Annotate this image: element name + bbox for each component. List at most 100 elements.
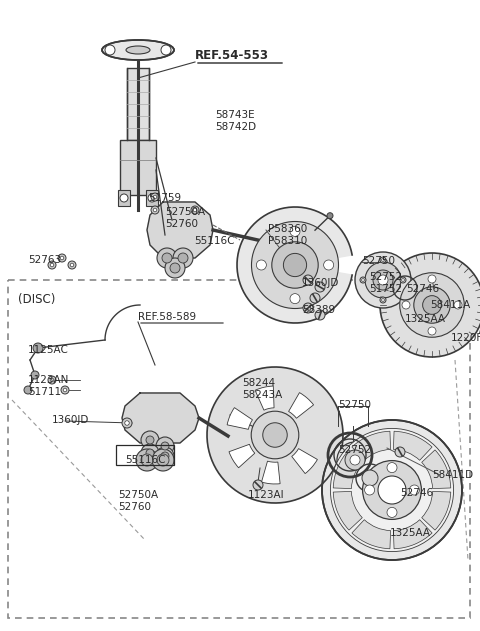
Circle shape: [382, 298, 384, 302]
Circle shape: [272, 242, 318, 288]
Circle shape: [31, 371, 39, 379]
Circle shape: [428, 327, 436, 335]
Circle shape: [253, 480, 263, 490]
Circle shape: [365, 485, 374, 495]
Text: 55116C: 55116C: [194, 236, 235, 246]
Circle shape: [153, 208, 157, 212]
Circle shape: [58, 254, 66, 262]
Circle shape: [376, 492, 388, 504]
Circle shape: [330, 428, 454, 551]
Circle shape: [151, 193, 159, 201]
Circle shape: [61, 386, 69, 394]
Circle shape: [290, 227, 300, 237]
Circle shape: [105, 45, 115, 55]
Circle shape: [173, 248, 193, 268]
Text: 1123AI: 1123AI: [248, 490, 285, 500]
Circle shape: [50, 378, 54, 382]
Text: 1123AN
51711: 1123AN 51711: [28, 375, 70, 397]
Circle shape: [251, 411, 299, 459]
Circle shape: [148, 194, 156, 202]
Circle shape: [141, 454, 153, 466]
Text: 1125AC: 1125AC: [28, 345, 69, 355]
Circle shape: [157, 248, 177, 268]
Bar: [118, 190, 130, 206]
Circle shape: [337, 442, 373, 478]
Wedge shape: [422, 450, 451, 488]
Circle shape: [380, 253, 480, 357]
Text: 1325AA: 1325AA: [405, 314, 446, 324]
Circle shape: [157, 454, 169, 466]
Text: 52750: 52750: [362, 256, 395, 266]
Circle shape: [256, 260, 266, 270]
Circle shape: [387, 507, 397, 517]
Circle shape: [360, 277, 366, 283]
Circle shape: [136, 449, 158, 471]
Polygon shape: [207, 367, 343, 503]
Circle shape: [165, 258, 185, 278]
Polygon shape: [122, 393, 199, 443]
Text: 52750: 52750: [338, 400, 371, 410]
Circle shape: [146, 436, 154, 444]
Circle shape: [387, 463, 397, 473]
Circle shape: [60, 256, 64, 260]
Circle shape: [402, 279, 404, 281]
Text: 58743E
58742D: 58743E 58742D: [215, 110, 256, 132]
Circle shape: [355, 252, 411, 308]
Bar: [127, 68, 149, 140]
Wedge shape: [394, 520, 432, 549]
Text: 58389: 58389: [302, 305, 335, 315]
Circle shape: [48, 261, 56, 269]
Circle shape: [409, 485, 420, 495]
Circle shape: [345, 450, 365, 470]
Circle shape: [70, 263, 74, 267]
Circle shape: [290, 293, 300, 304]
Ellipse shape: [126, 46, 150, 54]
Wedge shape: [288, 392, 313, 418]
Circle shape: [283, 254, 307, 276]
Text: 1325AA: 1325AA: [390, 528, 431, 538]
Circle shape: [122, 418, 132, 428]
Circle shape: [315, 282, 325, 292]
Text: 52750A
52760: 52750A 52760: [118, 490, 158, 512]
Circle shape: [362, 470, 378, 486]
Circle shape: [161, 45, 171, 55]
Circle shape: [402, 301, 410, 309]
Circle shape: [68, 261, 76, 269]
Circle shape: [378, 275, 388, 285]
Text: 52750A
52760: 52750A 52760: [165, 207, 205, 228]
Circle shape: [322, 420, 462, 560]
Text: 52746: 52746: [400, 488, 433, 498]
Circle shape: [193, 208, 197, 212]
Text: 1360JD: 1360JD: [52, 415, 89, 425]
Text: (DISC): (DISC): [18, 293, 55, 306]
Circle shape: [327, 213, 333, 219]
Circle shape: [454, 301, 462, 309]
Polygon shape: [147, 202, 213, 258]
Circle shape: [125, 421, 129, 425]
Circle shape: [146, 449, 154, 457]
Bar: [146, 190, 158, 206]
Circle shape: [191, 206, 199, 214]
Wedge shape: [352, 520, 391, 549]
Circle shape: [161, 452, 169, 460]
Bar: [116, 445, 174, 465]
Circle shape: [50, 263, 54, 267]
Bar: [8, 280, 470, 618]
Circle shape: [315, 310, 325, 320]
Wedge shape: [227, 408, 252, 429]
Circle shape: [153, 195, 157, 199]
Circle shape: [178, 253, 188, 263]
Circle shape: [373, 270, 393, 290]
Circle shape: [414, 287, 450, 323]
Circle shape: [378, 476, 406, 504]
Wedge shape: [422, 492, 451, 530]
Circle shape: [152, 449, 174, 471]
Circle shape: [303, 275, 313, 285]
Circle shape: [422, 296, 442, 314]
Ellipse shape: [102, 40, 174, 60]
Text: REF.54-553: REF.54-553: [195, 49, 269, 62]
Circle shape: [370, 486, 394, 510]
Circle shape: [310, 293, 320, 303]
Circle shape: [365, 262, 401, 298]
Circle shape: [324, 260, 334, 270]
